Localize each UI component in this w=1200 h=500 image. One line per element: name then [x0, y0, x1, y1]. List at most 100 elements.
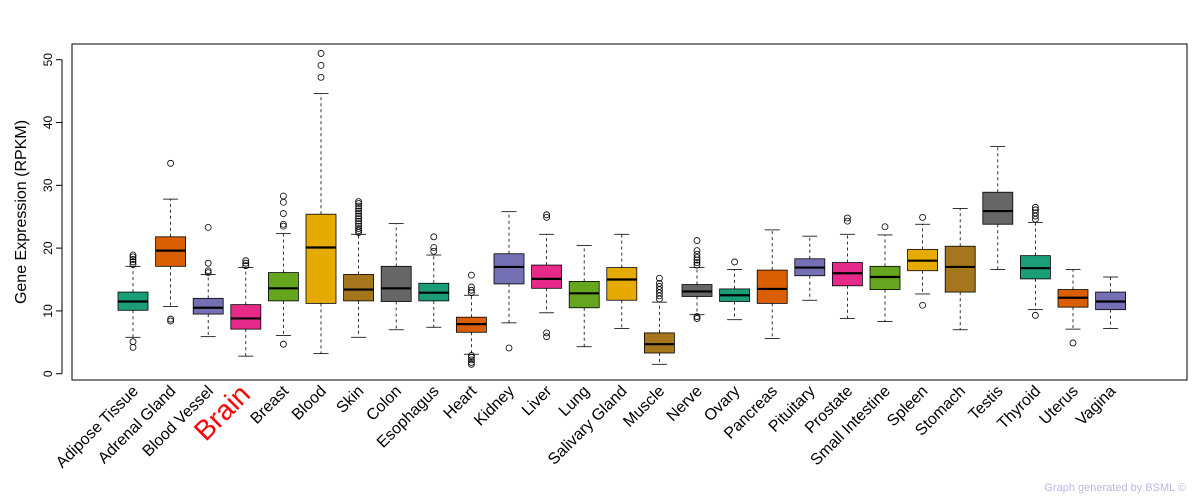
box-blood-vessel: [192, 223, 224, 338]
outlier-point: [355, 227, 363, 234]
y-tick-label: 50: [41, 53, 55, 67]
box-kidney: [493, 211, 525, 352]
outlier-point: [167, 315, 175, 323]
outlier-point: [693, 250, 701, 258]
outlier-point: [1069, 339, 1077, 347]
box-adrenal-gland: [155, 159, 187, 325]
outlier-point: [204, 223, 212, 231]
outlier-point: [129, 338, 137, 346]
outlier-point: [430, 244, 438, 251]
outlier-point: [355, 217, 363, 225]
box-skin: [343, 198, 375, 338]
outlier-point: [543, 211, 550, 219]
outlier-point: [355, 215, 363, 222]
outlier-point: [355, 212, 363, 220]
x-tick-label: Nerve: [664, 383, 706, 425]
outlier-point: [1032, 311, 1039, 319]
outlier-point: [543, 329, 550, 337]
iqr-box: [230, 304, 262, 330]
outlier-point: [693, 313, 701, 320]
outlier-point: [656, 283, 663, 290]
iqr-box: [305, 213, 337, 304]
box-small-intestine: [869, 223, 901, 322]
outlier-point: [129, 253, 137, 261]
box-uterus: [1057, 269, 1089, 347]
x-tick-label: Uterus: [1036, 383, 1081, 428]
y-tick-label: 30: [41, 178, 55, 192]
outlier-point: [693, 247, 701, 255]
outlier-point: [467, 356, 475, 364]
iqr-box: [568, 280, 600, 309]
outlier-point: [279, 198, 287, 206]
iqr-box: [493, 253, 525, 285]
x-tick-label: Blood: [289, 383, 330, 424]
x-tick-label: Liver: [519, 382, 556, 419]
box-ovary: [719, 258, 750, 321]
box-colon: [380, 223, 412, 331]
y-tick-label: 10: [41, 304, 55, 318]
box-muscle: [644, 274, 675, 365]
iqr-box: [192, 297, 224, 315]
outlier-point: [317, 50, 325, 57]
outlier-point: [279, 192, 287, 200]
x-tick-label: Kidney: [471, 383, 518, 430]
box-prostate: [832, 214, 863, 319]
box-lung: [568, 245, 600, 348]
boxes: [117, 50, 1126, 368]
outlier-point: [467, 352, 475, 359]
outlier-point: [355, 200, 363, 207]
outlier-point: [467, 359, 475, 366]
outlier-point: [355, 220, 363, 228]
outlier-point: [355, 210, 363, 217]
box-pancreas: [756, 229, 788, 339]
outlier-point: [355, 207, 363, 215]
outlier-point: [693, 315, 701, 322]
outlier-point: [355, 202, 363, 210]
box-blood: [305, 50, 337, 355]
box-adipose-tissue: [117, 251, 149, 351]
outlier-point: [543, 333, 550, 341]
outlier-point: [430, 247, 438, 255]
iqr-box: [982, 191, 1014, 225]
outlier-point: [129, 258, 137, 266]
outlier-point: [505, 344, 513, 352]
outlier-point: [242, 262, 250, 270]
box-vagina: [1095, 276, 1126, 329]
x-tick-label: Breast: [248, 382, 293, 427]
iqr-box: [531, 264, 562, 289]
box-pituitary: [794, 235, 826, 301]
box-spleen: [907, 213, 938, 309]
outlier-point: [204, 267, 212, 275]
outlier-point: [355, 198, 363, 206]
box-testis: [982, 145, 1014, 270]
outlier-point: [204, 269, 212, 277]
credit-text: Graph generated by BSML ©: [1044, 482, 1186, 494]
plot-frame: [71, 43, 1188, 381]
outlier-point: [317, 61, 325, 69]
outlier-point: [279, 222, 287, 230]
x-tick-label: Muscle: [620, 383, 668, 431]
outlier-point: [467, 286, 475, 294]
iqr-box: [606, 267, 638, 301]
outlier-point: [919, 213, 926, 221]
outlier-point: [167, 317, 175, 325]
outlier-point: [693, 259, 701, 266]
box-esophagus: [418, 233, 450, 328]
iqr-box: [380, 265, 412, 302]
outlier-point: [1032, 203, 1039, 211]
outlier-point: [656, 274, 663, 282]
y-axis-label: Gene Expression (RPKM): [13, 120, 30, 304]
outlier-point: [129, 343, 137, 351]
outlier-point: [467, 283, 475, 291]
outlier-point: [355, 205, 363, 212]
outlier-point: [317, 73, 325, 81]
outlier-point: [129, 261, 137, 268]
outlier-point: [204, 259, 212, 267]
outlier-point: [731, 258, 738, 266]
outlier-point: [919, 301, 926, 309]
outlier-point: [129, 256, 137, 263]
outlier-point: [1032, 206, 1039, 214]
outlier-point: [355, 222, 363, 230]
outlier-point: [467, 360, 475, 368]
box-salivary-gland: [606, 233, 638, 329]
